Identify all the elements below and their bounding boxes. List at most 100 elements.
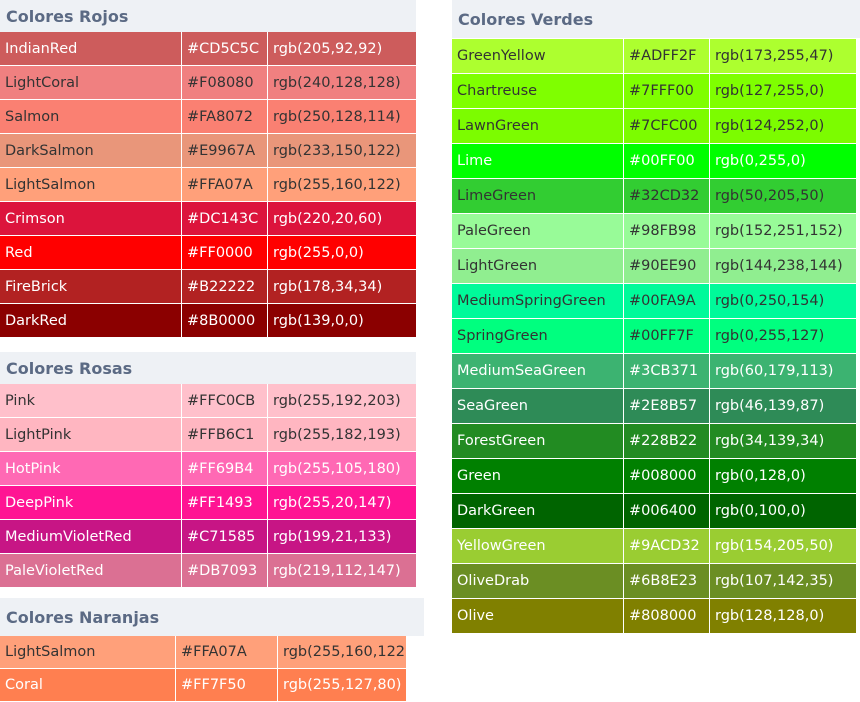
color-hex-cell: #2E8B57 (624, 389, 710, 424)
color-hex-cell: #FF1493 (182, 486, 268, 520)
color-row: MediumSpringGreen #00FA9A rgb(0,250,154) (452, 284, 856, 319)
color-row: LightSalmon #FFA07A rgb(255,160,122) (0, 636, 406, 669)
color-name-cell: DeepPink (0, 486, 182, 520)
color-row: Coral #FF7F50 rgb(255,127,80) (0, 669, 406, 702)
color-row: LightSalmon #FFA07A rgb(255,160,122) (0, 168, 416, 202)
color-table-rosas: Pink #FFC0CB rgb(255,192,203) LightPink #FFB… (0, 384, 416, 588)
color-row: DeepPink #FF1493 rgb(255,20,147) (0, 486, 416, 520)
color-hex-cell: #00FF7F (624, 319, 710, 354)
color-hex-cell: #6B8E23 (624, 564, 710, 599)
color-row: FireBrick #B22222 rgb(178,34,34) (0, 270, 416, 304)
color-rgb-cell: rgb(255,127,80) (278, 669, 406, 702)
color-row: SeaGreen #2E8B57 rgb(46,139,87) (452, 389, 856, 424)
color-row: LightPink #FFB6C1 rgb(255,182,193) (0, 418, 416, 452)
color-rgb-cell: rgb(255,0,0) (268, 236, 416, 270)
color-hex-cell: #006400 (624, 494, 710, 529)
color-row: OliveDrab #6B8E23 rgb(107,142,35) (452, 564, 856, 599)
color-hex-cell: #8B0000 (182, 304, 268, 338)
color-hex-cell: #F08080 (182, 66, 268, 100)
color-name-cell: DarkGreen (452, 494, 624, 529)
color-name-cell: Crimson (0, 202, 182, 236)
color-rgb-cell: rgb(46,139,87) (710, 389, 856, 424)
color-row: Salmon #FA8072 rgb(250,128,114) (0, 100, 416, 134)
color-name-cell: MediumSpringGreen (452, 284, 624, 319)
color-name-cell: PaleVioletRed (0, 554, 182, 588)
section-verdes: Colores Verdes GreenYellow #ADFF2F rgb(173… (452, 0, 860, 634)
color-table-naranjas: LightSalmon #FFA07A rgb(255,160,122) Coral #… (0, 636, 406, 702)
color-hex-cell: #FFA07A (182, 168, 268, 202)
color-rgb-cell: rgb(255,105,180) (268, 452, 416, 486)
color-hex-cell: #3CB371 (624, 354, 710, 389)
color-name-cell: FireBrick (0, 270, 182, 304)
color-hex-cell: #FA8072 (182, 100, 268, 134)
color-name-cell: DarkRed (0, 304, 182, 338)
color-rgb-cell: rgb(255,192,203) (268, 384, 416, 418)
color-row: Pink #FFC0CB rgb(255,192,203) (0, 384, 416, 418)
color-row: PaleGreen #98FB98 rgb(152,251,152) (452, 214, 856, 249)
color-name-cell: MediumVioletRed (0, 520, 182, 554)
section-title-verdes: Colores Verdes (452, 0, 860, 38)
color-rgb-cell: rgb(107,142,35) (710, 564, 856, 599)
color-rgb-cell: rgb(255,182,193) (268, 418, 416, 452)
color-hex-cell: #90EE90 (624, 249, 710, 284)
color-name-cell: MediumSeaGreen (452, 354, 624, 389)
color-row: DarkGreen #006400 rgb(0,100,0) (452, 494, 856, 529)
section-title-naranjas: Colores Naranjas (0, 598, 424, 636)
color-hex-cell: #00FF00 (624, 144, 710, 179)
color-name-cell: Lime (452, 144, 624, 179)
color-hex-cell: #228B22 (624, 424, 710, 459)
color-row: Crimson #DC143C rgb(220,20,60) (0, 202, 416, 236)
color-name-cell: Olive (452, 599, 624, 634)
color-name-cell: Red (0, 236, 182, 270)
color-rgb-cell: rgb(128,128,0) (710, 599, 856, 634)
color-name-cell: GreenYellow (452, 39, 624, 74)
color-name-cell: YellowGreen (452, 529, 624, 564)
color-row: ForestGreen #228B22 rgb(34,139,34) (452, 424, 856, 459)
color-hex-cell: #FF7F50 (176, 669, 278, 702)
color-row: LawnGreen #7CFC00 rgb(124,252,0) (452, 109, 856, 144)
color-name-cell: Green (452, 459, 624, 494)
color-name-cell: SeaGreen (452, 389, 624, 424)
color-hex-cell: #98FB98 (624, 214, 710, 249)
color-rgb-cell: rgb(219,112,147) (268, 554, 416, 588)
color-name-cell: LimeGreen (452, 179, 624, 214)
color-row: LimeGreen #32CD32 rgb(50,205,50) (452, 179, 856, 214)
color-hex-cell: #808000 (624, 599, 710, 634)
color-hex-cell: #32CD32 (624, 179, 710, 214)
color-row: YellowGreen #9ACD32 rgb(154,205,50) (452, 529, 856, 564)
color-row: LightGreen #90EE90 rgb(144,238,144) (452, 249, 856, 284)
color-name-cell: Salmon (0, 100, 182, 134)
color-table-rojos: IndianRed #CD5C5C rgb(205,92,92) LightCoral… (0, 32, 416, 338)
section-naranjas: Colores Naranjas LightSalmon #FFA07A rgb(2… (0, 598, 424, 702)
color-hex-cell: #DB7093 (182, 554, 268, 588)
color-row: MediumVioletRed #C71585 rgb(199,21,133) (0, 520, 416, 554)
color-row: PaleVioletRed #DB7093 rgb(219,112,147) (0, 554, 416, 588)
color-hex-cell: #7FFF00 (624, 74, 710, 109)
color-row: GreenYellow #ADFF2F rgb(173,255,47) (452, 39, 856, 74)
color-hex-cell: #008000 (624, 459, 710, 494)
color-name-cell: Pink (0, 384, 182, 418)
color-name-cell: LawnGreen (452, 109, 624, 144)
color-row: Green #008000 rgb(0,128,0) (452, 459, 856, 494)
color-name-cell: SpringGreen (452, 319, 624, 354)
color-rgb-cell: rgb(152,251,152) (710, 214, 856, 249)
color-rgb-cell: rgb(50,205,50) (710, 179, 856, 214)
color-name-cell: ForestGreen (452, 424, 624, 459)
color-hex-cell: #DC143C (182, 202, 268, 236)
color-row: IndianRed #CD5C5C rgb(205,92,92) (0, 32, 416, 66)
color-rgb-cell: rgb(250,128,114) (268, 100, 416, 134)
color-rgb-cell: rgb(0,250,154) (710, 284, 856, 319)
color-hex-cell: #B22222 (182, 270, 268, 304)
color-rgb-cell: rgb(34,139,34) (710, 424, 856, 459)
color-name-cell: PaleGreen (452, 214, 624, 249)
color-name-cell: HotPink (0, 452, 182, 486)
color-name-cell: LightPink (0, 418, 182, 452)
color-rgb-cell: rgb(255,160,122) (278, 636, 406, 669)
color-row: DarkSalmon #E9967A rgb(233,150,122) (0, 134, 416, 168)
color-rgb-cell: rgb(0,128,0) (710, 459, 856, 494)
section-rosas: Colores Rosas Pink #FFC0CB rgb(255,192,203… (0, 352, 416, 588)
color-table-verdes: GreenYellow #ADFF2F rgb(173,255,47) Chartre… (452, 39, 856, 634)
color-hex-cell: #9ACD32 (624, 529, 710, 564)
color-rgb-cell: rgb(0,255,0) (710, 144, 856, 179)
color-row: Chartreuse #7FFF00 rgb(127,255,0) (452, 74, 856, 109)
